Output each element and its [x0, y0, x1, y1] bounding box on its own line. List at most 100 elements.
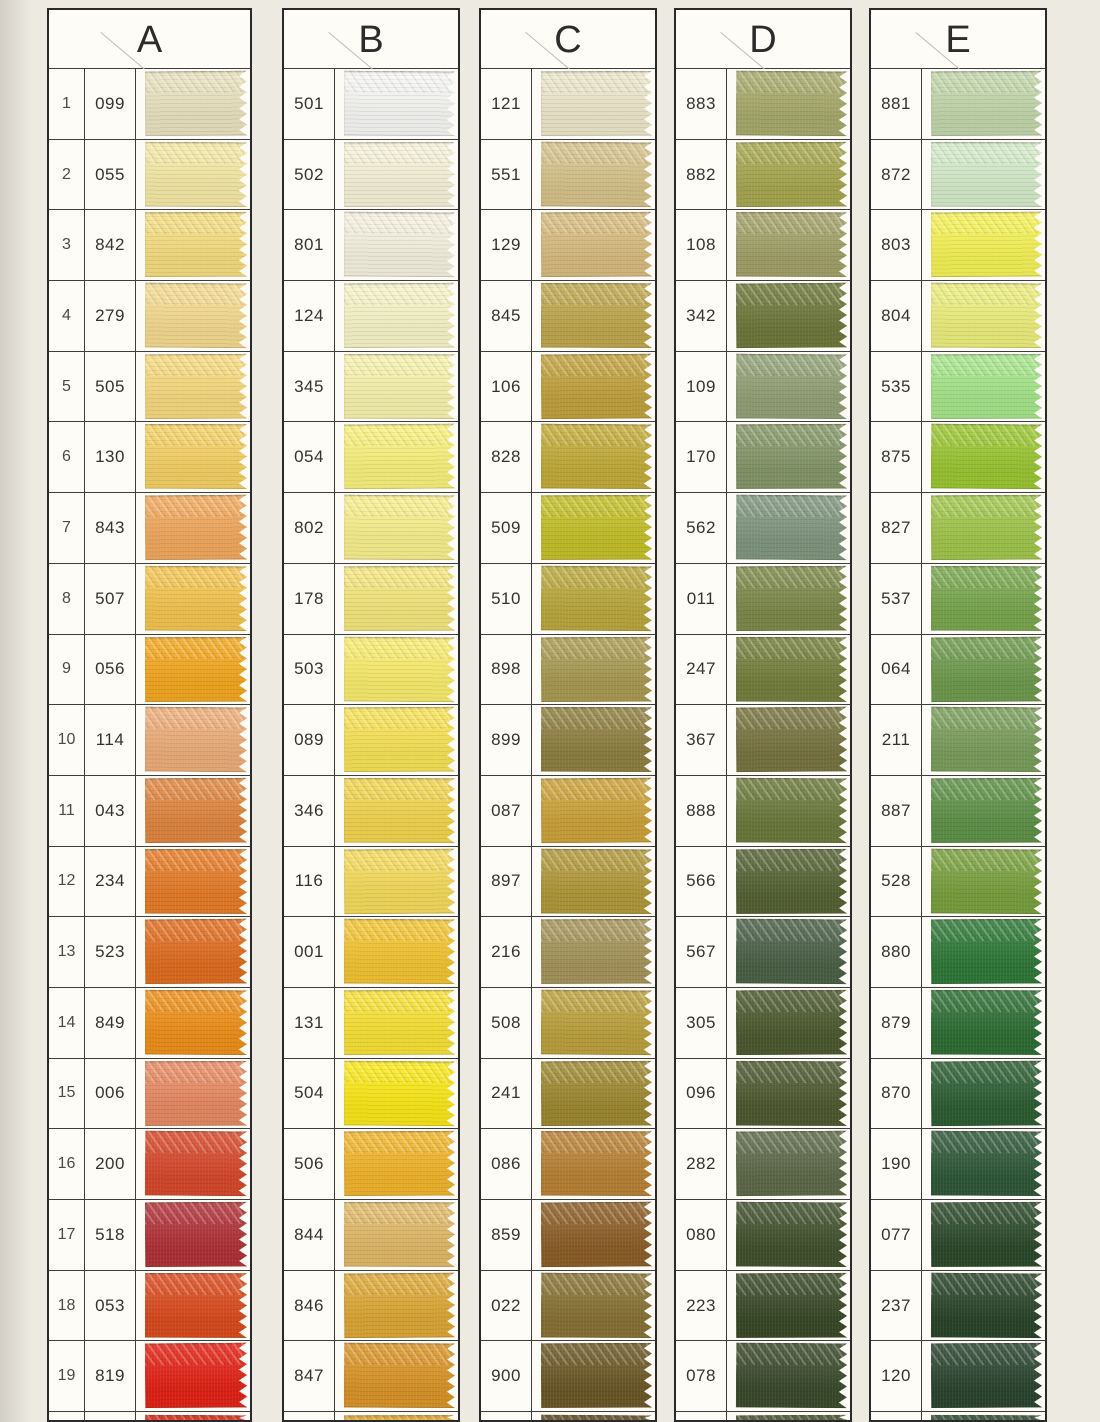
swatch-cell — [727, 987, 850, 1058]
color-code: 537 — [871, 563, 922, 634]
swatch-cell — [532, 351, 655, 422]
color-code: 064 — [871, 634, 922, 705]
color-code: 096 — [676, 1058, 727, 1129]
color-code: 056 — [85, 634, 136, 705]
swatch-cell — [136, 69, 250, 139]
table-row: 827 — [871, 493, 1045, 564]
color-code: 859 — [481, 1200, 532, 1270]
swatch-rows: 883 882 108 342 109 170 562 011 247 367 888 566 567 3… — [676, 69, 850, 1420]
row-number: 7 — [49, 493, 85, 563]
table-row: 501 — [284, 69, 458, 140]
table-row-partial — [871, 1412, 1045, 1420]
table-row: 178 — [284, 563, 458, 635]
table-row: 078 — [676, 1341, 850, 1413]
fabric-swatch — [344, 1343, 455, 1408]
row-number: 9 — [49, 634, 85, 705]
fabric-swatch — [145, 71, 247, 136]
table-row: 899 — [481, 705, 655, 776]
table-row: 502 — [284, 139, 458, 211]
swatch-cell — [532, 1129, 655, 1199]
fabric-swatch — [931, 566, 1042, 631]
fabric-swatch — [145, 424, 247, 489]
column-header: A — [49, 10, 250, 81]
swatch-cell — [727, 846, 850, 917]
table-row: 537 — [871, 563, 1045, 635]
column-letter: A — [136, 19, 163, 61]
swatch-cell — [532, 987, 655, 1058]
fabric-swatch — [736, 566, 847, 631]
swatch-cell — [922, 634, 1045, 705]
swatch-cell — [335, 1058, 458, 1129]
fabric-swatch — [931, 1131, 1042, 1196]
fabric-swatch — [541, 1131, 652, 1196]
table-row: 897 — [481, 846, 655, 918]
fabric-swatch — [931, 990, 1042, 1055]
table-row: 054 — [284, 422, 458, 494]
swatch-cell — [136, 1341, 250, 1412]
table-row: 108 — [676, 210, 850, 282]
fabric-swatch — [931, 1343, 1042, 1408]
row-number: 19 — [49, 1341, 85, 1412]
swatch-cell — [727, 1341, 850, 1412]
color-code — [85, 1412, 136, 1420]
color-code: 898 — [481, 634, 532, 705]
fabric-swatch — [145, 919, 247, 984]
swatch-cell — [727, 775, 850, 846]
row-number: 6 — [49, 422, 85, 493]
fabric-swatch — [541, 353, 652, 418]
swatch-cell — [335, 210, 458, 281]
table-row: 18 053 — [49, 1270, 250, 1342]
fabric-swatch — [145, 283, 248, 348]
table-row: 845 — [481, 281, 655, 352]
swatch-cell — [136, 775, 250, 846]
row-number: 13 — [49, 917, 85, 987]
table-row: 509 — [481, 493, 655, 564]
color-code: 508 — [481, 987, 532, 1058]
column-header: E — [871, 10, 1045, 81]
color-code: 043 — [85, 775, 136, 846]
color-code: 006 — [85, 1058, 136, 1129]
color-code: 819 — [85, 1341, 136, 1412]
swatch-cell — [922, 1270, 1045, 1341]
fabric-swatch — [344, 1131, 455, 1196]
fabric-swatch — [931, 283, 1042, 348]
fabric-swatch — [931, 212, 1042, 277]
row-number: 18 — [49, 1270, 85, 1341]
swatch-cell — [532, 634, 655, 705]
swatch-cell — [532, 563, 655, 634]
swatch-cell — [136, 846, 250, 917]
color-code: 234 — [85, 846, 136, 917]
color-code — [284, 1412, 335, 1420]
table-row: 872 — [871, 139, 1045, 211]
color-code: 077 — [871, 1200, 922, 1270]
swatch-cell — [727, 705, 850, 775]
fabric-swatch — [736, 212, 847, 277]
row-number: 2 — [49, 139, 85, 210]
fabric-swatch — [931, 424, 1043, 490]
swatch-cell — [532, 917, 655, 987]
table-row: 345 — [284, 351, 458, 423]
color-code: 804 — [871, 281, 922, 351]
swatch-cell — [922, 1200, 1045, 1270]
table-row: 9 056 — [49, 634, 250, 706]
color-code: 880 — [871, 917, 922, 987]
column-header: B — [284, 10, 458, 81]
fabric-swatch — [344, 424, 455, 489]
color-code: 116 — [284, 846, 335, 917]
color-code: 879 — [871, 987, 922, 1058]
fabric-swatch — [145, 848, 247, 913]
swatch-cell — [727, 1412, 850, 1420]
table-row: 882 — [676, 139, 850, 211]
color-code: 562 — [676, 493, 727, 563]
swatch-cell — [136, 493, 250, 563]
table-row: 237 — [871, 1270, 1045, 1342]
table-row: 880 — [871, 917, 1045, 988]
color-code: 124 — [284, 281, 335, 351]
color-code: 567 — [676, 917, 727, 987]
fabric-swatch — [541, 565, 653, 631]
fabric-swatch — [344, 566, 455, 631]
color-code: 282 — [676, 1129, 727, 1199]
swatch-cell — [335, 1200, 458, 1270]
fabric-swatch — [344, 707, 455, 772]
table-row: 804 — [871, 281, 1045, 352]
